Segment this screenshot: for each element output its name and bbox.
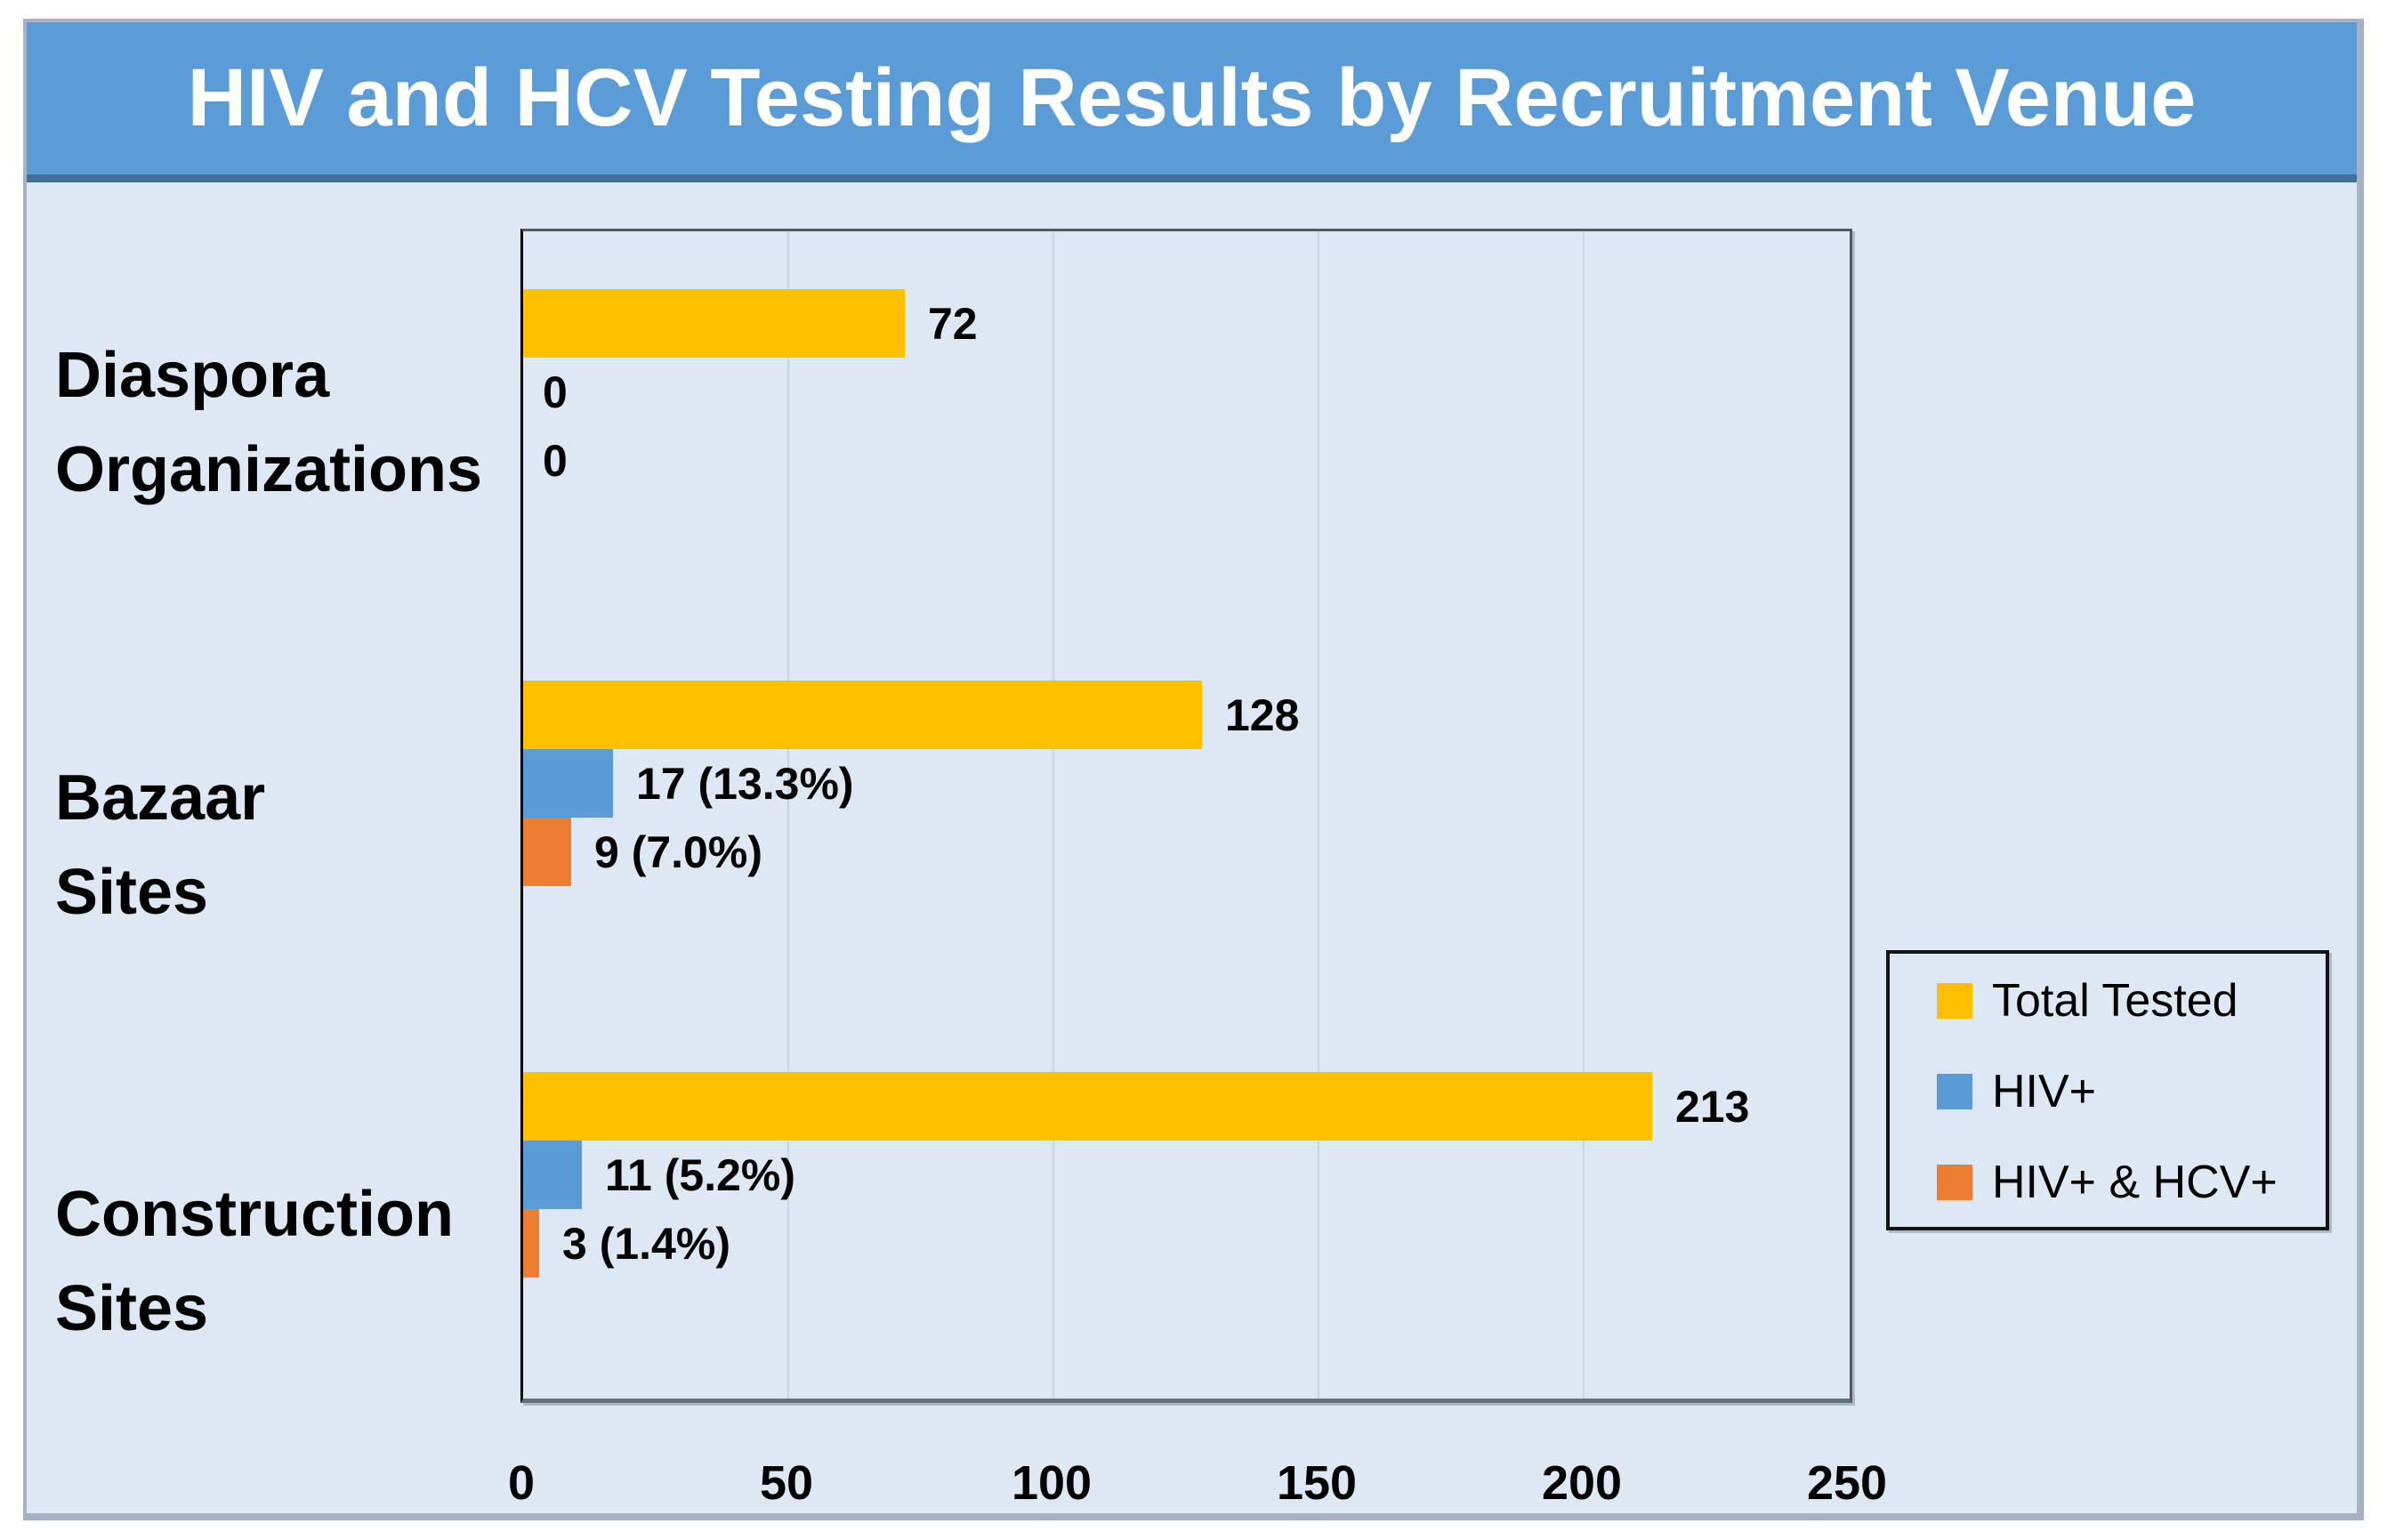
legend-swatch-hiv-hcv (1937, 1165, 1972, 1200)
chart-stage: HIV and HCV Testing Results by Recruitme… (27, 22, 2357, 1513)
bar-hiv-construction-sites (523, 1141, 582, 1209)
x-tick-label-250: 250 (1806, 1456, 1888, 1510)
gridline-50 (787, 231, 789, 1399)
value-label-hiv-bazaar-sites: 17 (13.3%) (636, 758, 854, 809)
category-label-construction-sites: Construction Sites (55, 1167, 509, 1356)
value-label-hiv-hcv-construction-sites: 3 (1.4%) (562, 1218, 730, 1269)
value-label-hiv-hcv-bazaar-sites: 9 (7.0%) (594, 826, 762, 877)
legend-label-total-tested: Total Tested (1992, 975, 2238, 1027)
x-tick-label-100: 100 (1011, 1456, 1093, 1510)
category-label-line: Construction (55, 1179, 454, 1250)
category-label-line: Organizations (55, 434, 483, 505)
bar-hiv-hcv-construction-sites (523, 1209, 539, 1278)
category-label-line: Sites (55, 857, 209, 928)
category-label-diaspora-organizations: Diaspora Organizations (55, 328, 509, 517)
value-label-total-tested-bazaar-sites: 128 (1225, 689, 1300, 740)
chart-title-banner: HIV and HCV Testing Results by Recruitme… (27, 22, 2357, 182)
legend: Total Tested HIV+ HIV+ & HCV+ (1886, 950, 2329, 1230)
x-tick-label-200: 200 (1541, 1456, 1623, 1510)
chart-frame: HIV and HCV Testing Results by Recruitme… (23, 19, 2364, 1520)
value-label-hiv-diaspora-organizations: 0 (543, 367, 568, 417)
x-tick-label-50: 50 (759, 1456, 814, 1510)
category-label-bazaar-sites: Bazaar Sites (55, 751, 509, 939)
plot-area: 72 128 213 0 17 (13.3%) 11 (5.2%) 0 9 (7.0%) 3 (… (520, 229, 1852, 1403)
legend-swatch-total-tested (1937, 983, 1972, 1019)
legend-label-hiv-hcv: HIV+ & HCV+ (1992, 1157, 2278, 1208)
legend-item-hiv: HIV+ (1937, 1066, 2318, 1117)
chart-title: HIV and HCV Testing Results by Recruitme… (187, 52, 2197, 143)
x-tick-label-0: 0 (507, 1456, 536, 1510)
category-label-line: Bazaar (55, 762, 266, 834)
legend-swatch-hiv (1937, 1074, 1972, 1109)
value-label-hiv-construction-sites: 11 (5.2%) (605, 1149, 796, 1200)
legend-label-hiv: HIV+ (1992, 1066, 2097, 1117)
bar-hiv-hcv-bazaar-sites (523, 818, 571, 886)
category-label-line: Sites (55, 1273, 209, 1344)
legend-item-total-tested: Total Tested (1937, 975, 2318, 1027)
gridline-100 (1052, 231, 1054, 1399)
bar-total-tested-bazaar-sites (523, 681, 1202, 749)
value-label-total-tested-construction-sites: 213 (1675, 1081, 1750, 1132)
value-label-total-tested-diaspora-organizations: 72 (928, 298, 978, 349)
legend-item-hiv-hcv: HIV+ & HCV+ (1937, 1157, 2318, 1208)
gridline-200 (1583, 231, 1585, 1399)
bar-total-tested-construction-sites (523, 1072, 1652, 1141)
bar-total-tested-diaspora-organizations (523, 289, 905, 358)
x-tick-label-150: 150 (1276, 1456, 1358, 1510)
bar-hiv-bazaar-sites (523, 749, 613, 818)
category-label-line: Diaspora (55, 340, 330, 411)
value-label-hiv-hcv-diaspora-organizations: 0 (543, 435, 568, 486)
gridline-150 (1318, 231, 1319, 1399)
